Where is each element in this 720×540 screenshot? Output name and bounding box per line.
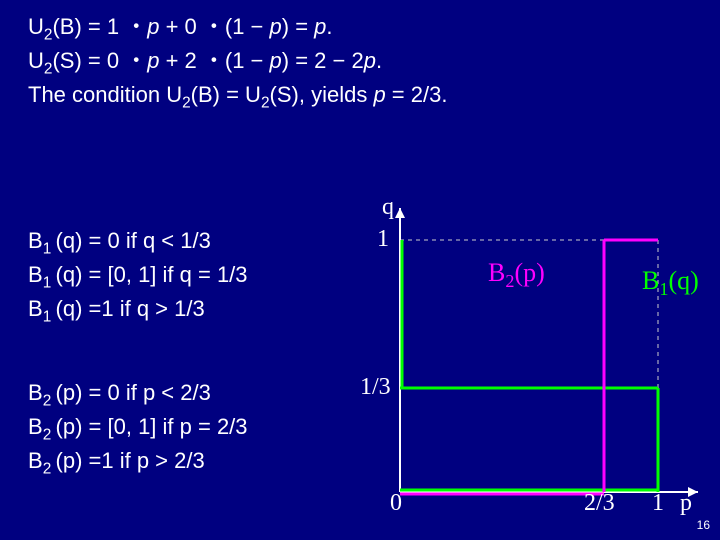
b1-row-3: B1 (q) =1 if q > 1/3 [28, 294, 248, 328]
b2-row-3: B2 (p) =1 if p > 2/3 [28, 446, 248, 480]
axis-label-two-third: 2/3 [584, 490, 615, 517]
b2-row-2: B2 (p) = [0, 1] if p = 2/3 [28, 412, 248, 446]
eq-line-2: U2(S) = 0 ・p + 2 ・(1 − p) = 2 − 2p. [28, 46, 447, 80]
axis-label-q: q [382, 194, 394, 221]
b2-definition: B2 (p) = 0 if p < 2/3 B2 (p) = [0, 1] if… [28, 378, 248, 481]
best-response-diagram: q 1 1/3 0 2/3 1 p B2(p) B1(q) [360, 200, 710, 520]
b1-row-1: B1 (q) = 0 if q < 1/3 [28, 226, 248, 260]
axis-label-1x: 1 [652, 490, 664, 517]
b1-row-2: B1 (q) = [0, 1] if q = 1/3 [28, 260, 248, 294]
slide-number: 16 [697, 518, 710, 532]
diagram-svg [360, 200, 710, 520]
eq-line-3: The condition U2(B) = U2(S), yields p = … [28, 80, 447, 114]
axis-label-1y: 1 [377, 226, 389, 253]
eq-line-1: U2(B) = 1 ・p + 0 ・(1 − p) = p. [28, 12, 447, 46]
axis-label-one-third: 1/3 [360, 374, 391, 401]
b1-definition: B1 (q) = 0 if q < 1/3 B1 (q) = [0, 1] if… [28, 226, 248, 329]
b2-label: B2(p) [488, 258, 545, 292]
b1-label: B1(q) [642, 266, 699, 300]
axis-label-p: p [680, 490, 692, 517]
utility-equations: U2(B) = 1 ・p + 0 ・(1 − p) = p. U2(S) = 0… [28, 12, 447, 115]
b2-row-1: B2 (p) = 0 if p < 2/3 [28, 378, 248, 412]
axis-label-0: 0 [390, 490, 402, 517]
